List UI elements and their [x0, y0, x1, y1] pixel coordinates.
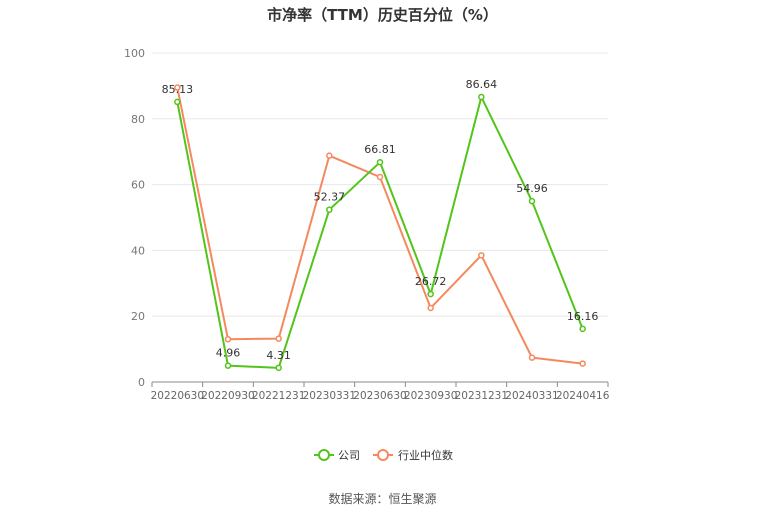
data-label: 4.96 [216, 347, 241, 360]
data-point [579, 360, 586, 367]
data-point [427, 304, 434, 312]
y-tick-label: 0 [138, 376, 145, 389]
data-point [478, 252, 485, 259]
x-tick-label: 20240416 [556, 390, 610, 402]
data-point [326, 206, 333, 213]
data-label: 52.37 [314, 191, 346, 204]
legend-item-1: 行业中位数 [373, 448, 453, 462]
x-tick-label: 20221231 [252, 390, 305, 402]
legend-item-0: 公司 [314, 449, 360, 462]
series-0-group: 85.13 4.96 4.31 52.37 66.81 26.72 86.64 54.96 16… [162, 78, 599, 372]
data-point [376, 173, 384, 181]
legend-label: 行业中位数 [398, 448, 453, 462]
data-point [478, 93, 485, 101]
x-tick-label: 20220630 [151, 390, 204, 402]
data-point [224, 335, 232, 343]
chart-title: 市净率（TTM）历史百分位（%） [267, 6, 498, 24]
data-source-note: 数据来源：恒生聚源 [328, 492, 437, 506]
data-point [174, 84, 181, 91]
x-tick-label: 20230630 [353, 390, 406, 402]
series-1-group [174, 84, 586, 367]
x-tick-label: 20230331 [303, 390, 356, 402]
data-point [579, 325, 586, 333]
data-label: 86.64 [466, 78, 498, 91]
data-label: 16.16 [567, 310, 599, 323]
data-point [528, 197, 536, 205]
data-label: 26.72 [415, 275, 447, 288]
legend-marker [377, 449, 389, 461]
data-point [275, 364, 282, 372]
data-point [275, 335, 282, 342]
data-point [376, 158, 384, 166]
x-tick-label: 20220930 [201, 390, 254, 402]
y-tick-label: 60 [131, 179, 145, 192]
y-tick-label: 100 [124, 47, 145, 60]
data-point [427, 290, 434, 298]
legend-label: 公司 [338, 449, 360, 462]
y-tick-label: 80 [131, 113, 145, 126]
x-tick-label: 20231231 [455, 390, 508, 402]
data-point [528, 354, 536, 361]
series-line [176, 95, 584, 369]
data-label: 4.31 [266, 349, 291, 362]
data-label: 66.81 [364, 143, 396, 156]
data-label: 54.96 [516, 182, 548, 195]
data-point [174, 98, 181, 106]
series-line [176, 87, 583, 365]
data-label: 85.13 [162, 83, 194, 96]
data-point [326, 152, 333, 159]
data-point [224, 362, 232, 369]
x-tick-label: 20230930 [404, 390, 457, 402]
legend-marker [318, 449, 330, 461]
y-tick-label: 40 [131, 244, 145, 257]
x-tick-label: 20240331 [505, 390, 558, 402]
y-tick-label: 20 [131, 310, 145, 323]
